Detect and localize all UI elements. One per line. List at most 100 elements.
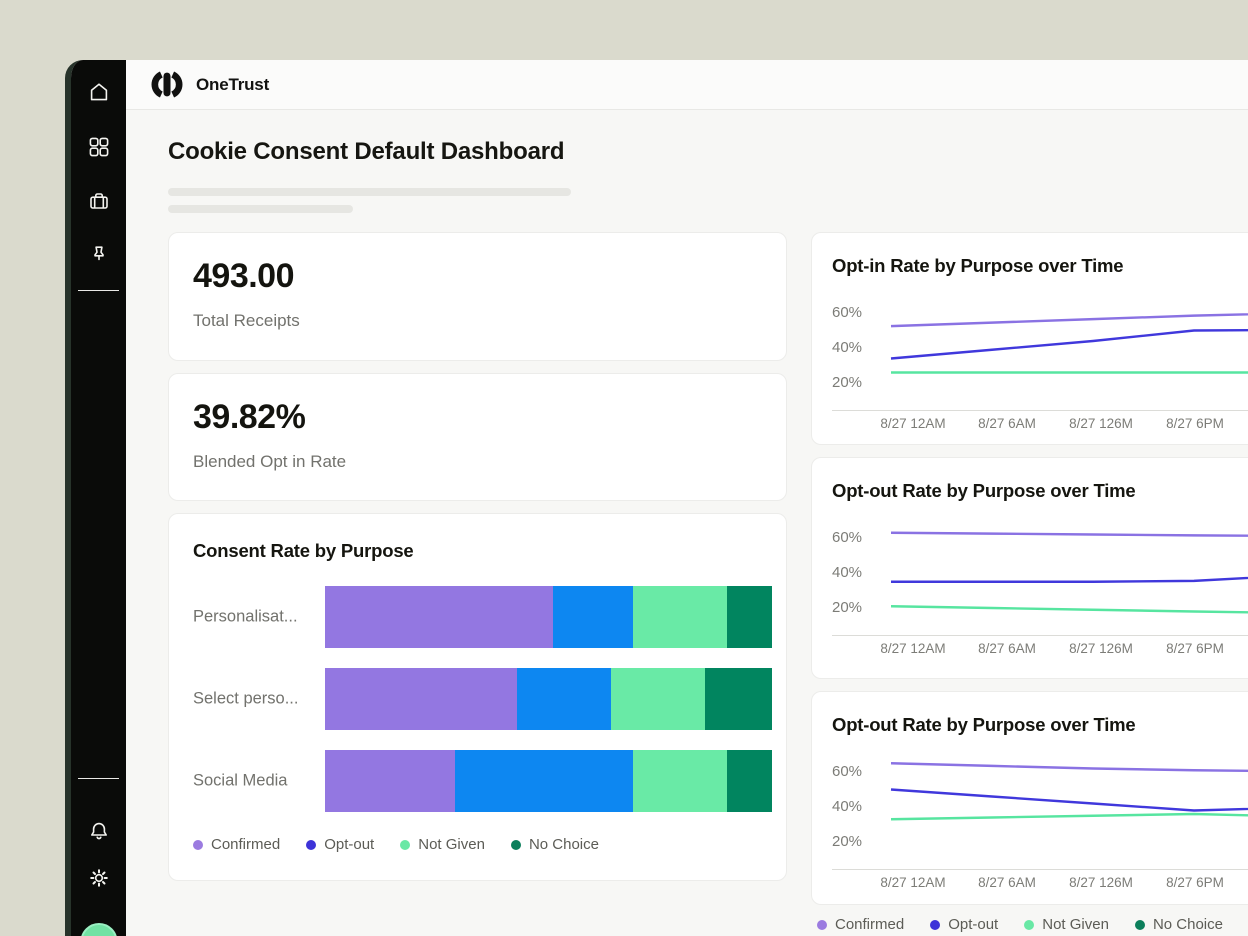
x-axis-line xyxy=(832,635,1248,636)
y-axis-tick: 40% xyxy=(832,798,863,815)
y-axis-tick: 60% xyxy=(832,763,863,780)
sidebar xyxy=(71,60,126,936)
chart-title: Opt-in Rate by Purpose over Time xyxy=(832,255,1124,276)
stat-label: Blended Opt in Rate xyxy=(193,452,347,471)
legend-label: Not Given xyxy=(1042,916,1109,933)
x-axis-tick: 8/27 6PM xyxy=(1166,641,1224,656)
bar-segment-opt-out[interactable] xyxy=(552,586,634,648)
bar-segment-confirmed[interactable] xyxy=(325,668,518,730)
onetrust-logo-icon xyxy=(151,71,183,98)
line-chart-plot[interactable] xyxy=(812,692,1248,882)
y-axis-tick: 20% xyxy=(832,599,863,616)
chart-card-consent-rate-by-purpose: Consent Rate by Purpose Personalisat... S… xyxy=(168,513,787,881)
legend-item[interactable]: No Choice xyxy=(510,836,599,853)
x-axis-tick: 8/27 6AM xyxy=(978,416,1036,431)
app-window: OneTrust Cookie Consent Default Dashboar… xyxy=(65,60,1248,936)
page-title: Cookie Consent Default Dashboard xyxy=(168,138,565,165)
chart-legend: Confirmed Opt-out Not Given No Choice xyxy=(193,836,599,853)
legend-dot xyxy=(1134,919,1145,930)
line-series-opt-out[interactable] xyxy=(890,329,1248,360)
main-area: OneTrust Cookie Consent Default Dashboar… xyxy=(126,60,1248,936)
briefcase-icon[interactable] xyxy=(87,189,111,213)
skeleton-bar xyxy=(168,205,353,213)
line-series-confirmed[interactable] xyxy=(890,531,1248,537)
line-series-opt-out[interactable] xyxy=(891,571,1248,583)
user-avatar[interactable] xyxy=(80,923,117,936)
legend-label: Confirmed xyxy=(211,836,281,853)
x-axis-tick: 8/27 6PM xyxy=(1166,875,1224,890)
bar-segment-not-given[interactable] xyxy=(611,668,705,730)
line-series-confirmed[interactable] xyxy=(890,311,1248,328)
x-axis-tick: 8/27 126M xyxy=(1069,875,1133,890)
x-axis-tick: 8/27 12AM xyxy=(880,641,946,656)
stat-card-total-receipts: 493.00 Total Receipts xyxy=(168,232,787,361)
line-chart-plot[interactable] xyxy=(812,233,1248,423)
bar-segment-confirmed[interactable] xyxy=(325,586,553,648)
y-axis-tick: 60% xyxy=(832,304,863,321)
home-icon[interactable] xyxy=(87,80,111,104)
y-axis-tick: 40% xyxy=(832,564,863,581)
bar-row: Social Media xyxy=(169,750,786,812)
legend-dot xyxy=(193,839,203,850)
legend-dot xyxy=(930,919,941,930)
stacked-bar[interactable] xyxy=(325,668,772,730)
bar-segment-opt-out[interactable] xyxy=(517,668,612,730)
pin-icon[interactable] xyxy=(87,243,111,267)
x-axis-tick: 8/27 6AM xyxy=(978,875,1036,890)
bar-segment-no-choice[interactable] xyxy=(727,750,772,812)
x-axis-tick: 8/27 6PM xyxy=(1166,416,1224,431)
bell-icon[interactable] xyxy=(87,819,111,843)
legend-dot xyxy=(306,839,317,850)
brand-name: OneTrust xyxy=(196,74,270,94)
bar-chart-rows: Personalisat... Select perso... Social Med… xyxy=(169,586,786,832)
stacked-bar[interactable] xyxy=(325,750,772,812)
bar-segment-no-choice[interactable] xyxy=(704,668,772,730)
legend-label: No Choice xyxy=(528,836,599,853)
bar-segment-no-choice[interactable] xyxy=(727,586,772,648)
y-axis-tick: 20% xyxy=(832,374,863,391)
bar-category-label: Select perso... xyxy=(193,689,299,708)
y-axis-tick: 40% xyxy=(832,339,863,356)
legend-label: No Choice xyxy=(1152,916,1223,933)
line-series-opt-out[interactable] xyxy=(890,788,1248,812)
legend-dot xyxy=(817,919,827,930)
line-series-not-given[interactable] xyxy=(890,605,1248,614)
stat-value: 493.00 xyxy=(193,257,295,295)
apps-grid-icon[interactable] xyxy=(87,135,111,159)
sidebar-divider-bottom xyxy=(78,778,119,779)
line-chart-plot[interactable] xyxy=(812,458,1248,648)
bar-category-label: Personalisat... xyxy=(193,607,298,626)
bar-segment-not-given[interactable] xyxy=(633,750,728,812)
bar-segment-not-given[interactable] xyxy=(633,586,728,648)
bar-row: Personalisat... xyxy=(169,586,786,648)
legend-item[interactable]: Not Given xyxy=(400,836,485,853)
x-axis-tick: 8/27 6AM xyxy=(978,641,1036,656)
stacked-bar[interactable] xyxy=(325,586,772,648)
x-axis-tick: 8/27 12AM xyxy=(880,875,946,890)
stat-value: 39.82% xyxy=(193,398,306,436)
skeleton-bar xyxy=(168,188,571,196)
legend-dot xyxy=(400,839,411,850)
legend-label: Confirmed xyxy=(835,916,905,933)
settings-gear-icon[interactable] xyxy=(87,866,111,890)
x-axis-line xyxy=(832,410,1248,411)
x-axis-tick: 8/27 126M xyxy=(1069,641,1133,656)
legend-item[interactable]: No Choice xyxy=(1134,916,1223,933)
legend-item[interactable]: Opt-out xyxy=(930,916,998,933)
legend-item[interactable]: Confirmed xyxy=(193,836,280,853)
charts-legend: Confirmed Opt-out Not Given No Choice xyxy=(817,916,1223,933)
legend-item[interactable]: Opt-out xyxy=(306,836,374,853)
legend-label: Opt-out xyxy=(324,836,375,853)
bar-segment-opt-out[interactable] xyxy=(454,750,634,812)
legend-item[interactable]: Confirmed xyxy=(817,916,904,933)
legend-item[interactable]: Not Given xyxy=(1024,916,1109,933)
line-series-not-given[interactable] xyxy=(890,812,1248,821)
chart-card-opt-out-rate-over-time: Opt-out Rate by Purpose over Time 60% 40%… xyxy=(811,457,1248,679)
x-axis-tick: 8/27 12AM xyxy=(880,416,946,431)
chart-title: Consent Rate by Purpose xyxy=(193,540,414,561)
line-series-confirmed[interactable] xyxy=(890,762,1248,772)
bar-segment-confirmed[interactable] xyxy=(325,750,455,812)
chart-title: Opt-out Rate by Purpose over Time xyxy=(832,714,1136,735)
sidebar-divider-top xyxy=(78,290,119,291)
y-axis-tick: 60% xyxy=(832,529,863,546)
